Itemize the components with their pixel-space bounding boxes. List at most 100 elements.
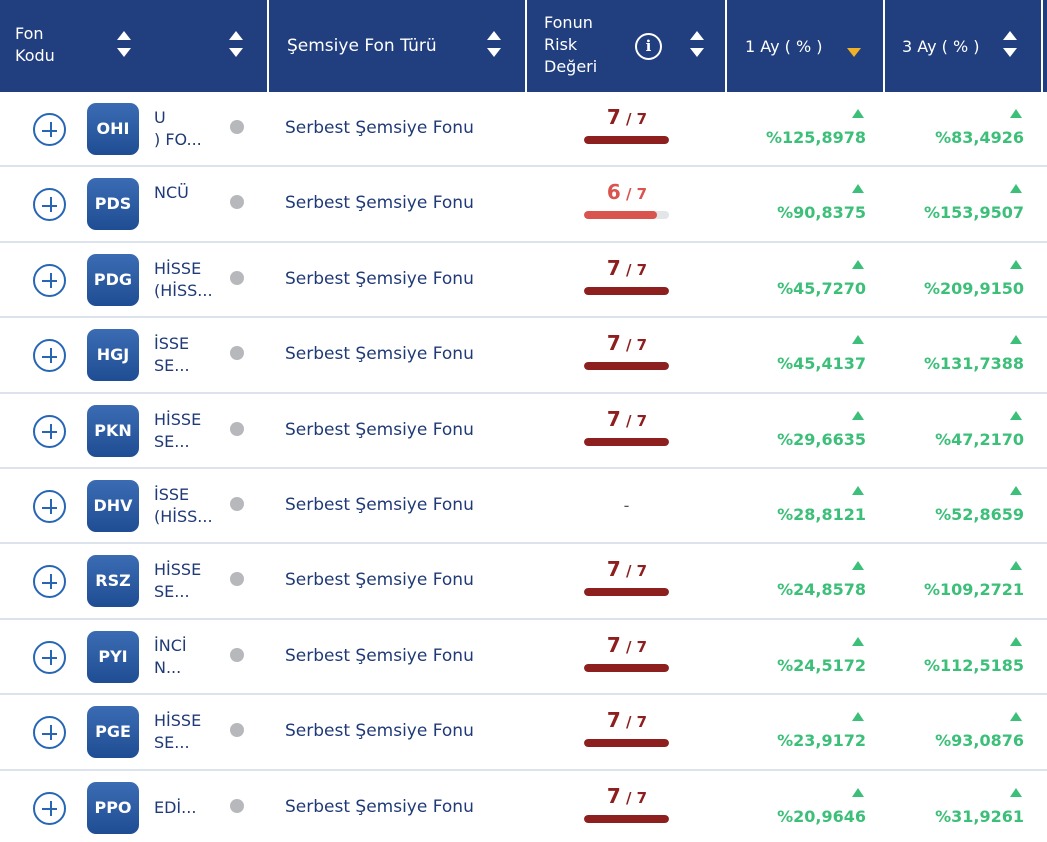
table-row[interactable]: RSZ HİSSE SE... Serbest Şemsiye Fonu 7 / 7 %2… [0,544,1047,620]
fon-kodu-header[interactable]: Fon Kodu [15,23,55,67]
fund-name[interactable]: EDİ... [154,797,214,819]
risk-bar [584,437,669,446]
up-arrow-icon [852,259,864,269]
expand-plus-icon[interactable] [33,716,66,750]
expand-plus-icon[interactable] [33,490,66,523]
return-3-month: %209,9150 [923,278,1024,298]
table-row[interactable]: PKN HİSSE SE... Serbest Şemsiye Fonu 7 / 7 %2… [0,394,1047,469]
table-header: Fon Kodu Şemsiye Fon Türü Fonun Risk Değ… [0,0,1047,92]
return-1-month: %24,5172 [777,655,866,675]
table-row[interactable]: HGJ İSSE SE... Serbest Şemsiye Fonu 7 / 7 %45… [0,318,1047,394]
fund-name[interactable]: İSSE (HİSS... [154,484,214,528]
risk-max: / 7 [625,713,648,732]
expand-plus-icon[interactable] [33,339,66,373]
status-dot [230,647,244,662]
risk-header-line1: Fonun [544,13,593,32]
ay1-sort-active-icon[interactable] [847,48,861,78]
risk-score: 7 [606,105,621,129]
table-row[interactable]: PYI İNCİ N... Serbest Şemsiye Fonu 7 / 7 %24,… [0,620,1047,696]
fund-name-line1: HİSSE [154,258,202,278]
risk-score: 7 [606,632,621,657]
fund-name[interactable]: HİSSE (HİSS... [154,258,214,302]
expand-plus-icon[interactable] [33,640,66,674]
fund-code-badge[interactable]: PDG [87,253,139,306]
up-arrow-icon [1010,712,1022,722]
up-arrow-icon [1010,486,1022,495]
return-1-month: %125,8978 [765,128,866,147]
semsiye-fon-turu-header[interactable]: Şemsiye Fon Türü [287,36,437,56]
risk-score: 6 [606,180,621,205]
fund-name[interactable]: HİSSE SE... [154,710,214,754]
fund-code-badge[interactable]: PKN [87,404,139,457]
fund-name[interactable]: U) FO... [154,107,214,151]
fon-kodu-header-line1: Fon [15,24,44,43]
fund-code-badge[interactable]: RSZ [87,555,139,608]
risk-bar [584,211,669,220]
return-3-month: %47,2170 [935,429,1024,449]
up-arrow-icon [852,184,864,194]
umbrella-fund-type: Serbest Şemsiye Fonu [285,268,474,289]
return-1-month: %20,9646 [777,806,866,826]
ay3-header[interactable]: 3 Ay ( % ) [902,37,980,56]
info-icon[interactable]: i [635,33,662,60]
status-dot [230,723,244,738]
fund-name[interactable]: HİSSE SE... [154,559,214,603]
fund-code-badge[interactable]: DHV [87,480,139,532]
fund-name-line2: SE... [154,582,190,602]
risk-header-line3: Değeri [544,57,598,76]
return-1-month: %29,6635 [777,429,866,449]
risk-bar-fill [584,362,669,371]
risk-bar-fill [584,211,657,220]
fund-name[interactable]: İNCİ N... [154,635,214,679]
expand-plus-icon[interactable] [33,113,66,146]
table-row[interactable]: PPO EDİ... Serbest Şemsiye Fonu 7 / 7 %20,96… [0,771,1047,842]
umbrella-fund-type: Serbest Şemsiye Fonu [285,721,474,742]
return-1-month: %45,4137 [777,354,866,374]
table-row[interactable]: DHV İSSE (HİSS... Serbest Şemsiye Fonu - %28,… [0,469,1047,545]
umbrella-fund-type: Serbest Şemsiye Fonu [285,570,474,591]
risk-value: 7 / 7 [585,407,669,431]
fund-name[interactable]: HİSSE SE... [154,409,214,453]
fund-code-badge[interactable]: HGJ [87,329,139,382]
expand-plus-icon[interactable] [33,263,66,297]
status-dot [230,346,244,361]
risk-bar [584,663,669,672]
fund-code-badge[interactable]: PYI [87,630,139,683]
expand-plus-icon[interactable] [33,414,66,448]
table-row[interactable]: PGE HİSSE SE... Serbest Şemsiye Fonu 7 / 7 %2… [0,695,1047,771]
fund-code-badge[interactable]: OHI [87,103,139,155]
fund-code-badge[interactable]: PPO [87,781,139,834]
table-row[interactable]: OHI U) FO... Serbest Şemsiye Fonu 7 / 7 %125… [0,92,1047,168]
risk-degeri-header[interactable]: Fonun Risk Değeri [544,12,597,78]
table-row[interactable]: PDS NCÜ Serbest Şemsiye Fonu 6 / 7 %90,8375%… [0,167,1047,243]
risk-bar-fill [584,814,669,823]
ay1-header[interactable]: 1 Ay ( % ) [745,37,823,56]
expand-plus-icon[interactable] [33,791,66,825]
risk-bar [584,286,669,295]
fon-adi-sort-icon[interactable] [229,31,243,61]
return-3-month: %31,9261 [935,806,1024,826]
fund-name[interactable]: NCÜ [154,182,214,204]
fund-name-line1: U [154,108,166,127]
up-arrow-icon [852,109,864,118]
fon-kodu-sort-icon[interactable] [117,31,131,61]
up-arrow-icon [852,410,864,420]
up-arrow-icon [1010,335,1022,345]
fund-name[interactable]: İSSE SE... [154,333,214,377]
risk-max: / 7 [625,788,648,807]
up-arrow-icon [1010,561,1022,571]
table-row[interactable]: PDG HİSSE (HİSS... Serbest Şemsiye Fonu 7 / … [0,243,1047,319]
fund-code-badge[interactable]: PDS [87,178,139,231]
risk-max: / 7 [625,411,648,430]
semsiye-sort-icon[interactable] [487,31,501,61]
expand-plus-icon[interactable] [33,565,66,599]
fund-name-line1: İSSE [154,334,190,354]
risk-max: / 7 [625,110,648,128]
up-arrow-icon [852,561,864,571]
return-3-month: %153,9507 [923,203,1024,223]
umbrella-fund-type: Serbest Şemsiye Fonu [285,796,474,817]
expand-plus-icon[interactable] [33,188,66,222]
risk-sort-icon[interactable] [690,31,704,61]
fund-code-badge[interactable]: PGE [87,706,139,759]
ay3-sort-icon[interactable] [1003,31,1017,61]
